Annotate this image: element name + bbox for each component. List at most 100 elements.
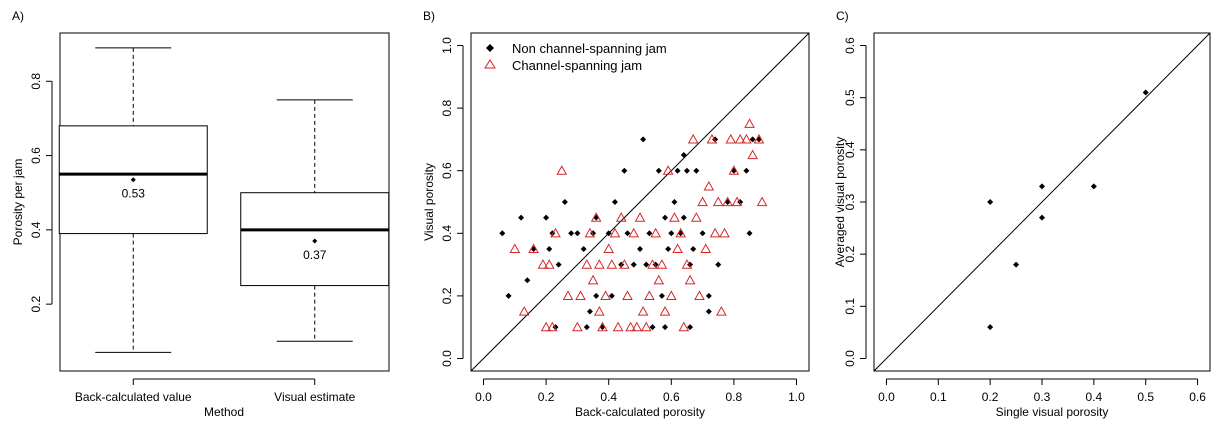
panel-b-point-triangle: [510, 244, 519, 252]
panel-a-x-tick-label: Back-calculated value: [75, 390, 192, 404]
panel-b: B) 0.00.20.40.60.81.00.0 0.2 0.4 0.6 0.8 1.0 …: [422, 9, 809, 419]
panel-b-point-diamond: [681, 152, 687, 158]
panel-b-point-diamond: [499, 230, 505, 236]
panel-b-point-triangle: [657, 260, 666, 268]
panel-a-x-label: Method: [204, 405, 244, 419]
panel-c: C) 0.00.10.20.30.40.50.60.0 0.1 0.2 0.3 0.4 0…: [833, 9, 1210, 419]
box-mean-label: 0.37: [303, 248, 327, 262]
panel-b-point-diamond: [675, 168, 681, 174]
panel-b-point-diamond: [684, 168, 690, 174]
panel-b-point-triangle: [642, 323, 651, 331]
panel-b-y-tick-label: 0.0: [440, 350, 454, 367]
panel-b-marks: 0.0 0.2 0.4 0.6 0.8 1.0 0.0 0.2 0.4 0.6 0.8 1.0: [440, 33, 809, 404]
legend-triangle-marker: [485, 60, 495, 68]
panel-c-marks: 0.0 0.1 0.2 0.3 0.4 0.5 0.6 0.0 0.1 0.2 0.3 0.4 0.5 0…: [843, 33, 1210, 404]
panel-c-point-diamond: [1013, 262, 1019, 268]
panel-b-point-triangle: [748, 151, 757, 159]
panel-b-point-diamond: [518, 215, 524, 221]
panel-b-point-triangle: [595, 260, 604, 268]
legend-entry-channel-spanning: Channel-spanning jam: [512, 58, 642, 73]
panel-b-point-diamond: [743, 168, 749, 174]
panel-b-point-triangle: [686, 276, 695, 284]
panel-b-point-diamond: [574, 230, 580, 236]
panel-b-point-triangle: [720, 229, 729, 237]
panel-c-y-tick-label: 0.5: [843, 89, 857, 106]
panel-c-point-diamond: [1143, 89, 1149, 95]
panel-b-point-diamond: [681, 215, 687, 221]
panel-a-y-tick-label: 0.6: [29, 147, 43, 164]
panel-a-y-tick-label: 0.8: [29, 73, 43, 90]
panel-b-point-diamond: [747, 230, 753, 236]
panel-b-point-diamond: [631, 262, 637, 268]
panel-b-point-triangle: [661, 307, 670, 315]
panel-c-y-tick-label: 0.1: [843, 298, 857, 315]
panel-b-point-triangle: [679, 323, 688, 331]
panel-b-x-tick-label: 0.0: [475, 390, 492, 404]
panel-b-point-triangle: [667, 291, 676, 299]
panel-b-y-tick-label: 0.4: [440, 225, 454, 242]
panel-b-point-diamond: [671, 199, 677, 205]
panel-b-point-triangle: [632, 323, 641, 331]
panel-b-point-diamond: [690, 246, 696, 252]
panel-b-point-diamond: [581, 246, 587, 252]
panel-b-point-triangle: [742, 135, 751, 143]
panel-c-x-tick-label: 0.0: [878, 390, 895, 404]
panel-b-y-label: Visual porosity: [422, 163, 436, 241]
panel-a-marks: 0.2 0.4 0.6 0.8 Back-calculated value Visual …: [29, 48, 389, 404]
panel-b-point-diamond: [587, 309, 593, 315]
panel-b-point-triangle: [538, 260, 547, 268]
panel-c-y-label: Averaged visual porosity: [833, 137, 847, 268]
panel-b-point-triangle: [651, 229, 660, 237]
panel-b-point-triangle: [626, 323, 635, 331]
panel-b-x-label: Back-calculated porosity: [575, 405, 705, 419]
panel-a-x-tick-label: Visual estimate: [274, 390, 355, 404]
panel-b-point-triangle: [695, 291, 704, 299]
panel-b-point-diamond: [556, 262, 562, 268]
panel-c-x-tick-label: 0.2: [982, 390, 999, 404]
panel-b-point-triangle: [564, 291, 573, 299]
panel-b-point-diamond: [562, 199, 568, 205]
panel-c-point-diamond: [987, 199, 993, 205]
panel-c-x-tick-label: 0.6: [1189, 390, 1206, 404]
panel-b-point-triangle: [704, 182, 713, 190]
panel-b-point-diamond: [706, 293, 712, 299]
panel-b-point-diamond: [637, 246, 643, 252]
panel-b-point-diamond: [524, 277, 530, 283]
panel-b-point-diamond: [546, 246, 552, 252]
box-mean-label: 0.53: [122, 187, 146, 201]
panel-b-point-triangle: [745, 119, 754, 127]
panel-b-point-diamond: [715, 262, 721, 268]
panel-c-point-diamond: [1039, 183, 1045, 189]
panel-c-x-tick-label: 0.3: [1034, 390, 1051, 404]
panel-b-x-tick-label: 0.6: [663, 390, 680, 404]
panel-b-point-triangle: [601, 291, 610, 299]
panel-b-point-triangle: [542, 323, 551, 331]
panel-b-point-triangle: [689, 135, 698, 143]
panel-c-x-tick-label: 0.4: [1086, 390, 1103, 404]
panel-c-point-diamond: [1039, 215, 1045, 221]
panel-c-point-diamond: [987, 324, 993, 330]
panel-b-point-diamond: [593, 293, 599, 299]
panel-b-y-tick-label: 0.8: [440, 99, 454, 116]
panel-a: A) 0.2 0.4 0.6 0.8 Back-calculated value Visu…: [11, 9, 389, 419]
panel-b-point-triangle: [573, 323, 582, 331]
panel-b-point-triangle: [639, 307, 648, 315]
panel-b-point-triangle: [701, 244, 710, 252]
panel-c-x-tick-label: 0.1: [930, 390, 947, 404]
panel-c-x-label: Single visual porosity: [996, 405, 1109, 419]
panel-b-point-triangle: [714, 198, 723, 206]
panel-b-legend: Non channel-spanning jam Channel-spannin…: [485, 41, 667, 73]
panel-b-x-tick-label: 0.4: [600, 390, 617, 404]
legend-entry-non-channel-spanning: Non channel-spanning jam: [512, 41, 667, 56]
panel-b-point-diamond: [656, 168, 662, 174]
panel-b-point-diamond: [706, 309, 712, 315]
panel-b-point-triangle: [711, 229, 720, 237]
panel-b-point-triangle: [654, 276, 663, 284]
panel-c-label: C): [836, 9, 849, 23]
panel-b-x-tick-label: 0.8: [726, 390, 743, 404]
panel-b-point-triangle: [604, 244, 613, 252]
panel-b-point-triangle: [645, 291, 654, 299]
panel-b-point-triangle: [636, 213, 645, 221]
panel-b-point-triangle: [629, 229, 638, 237]
